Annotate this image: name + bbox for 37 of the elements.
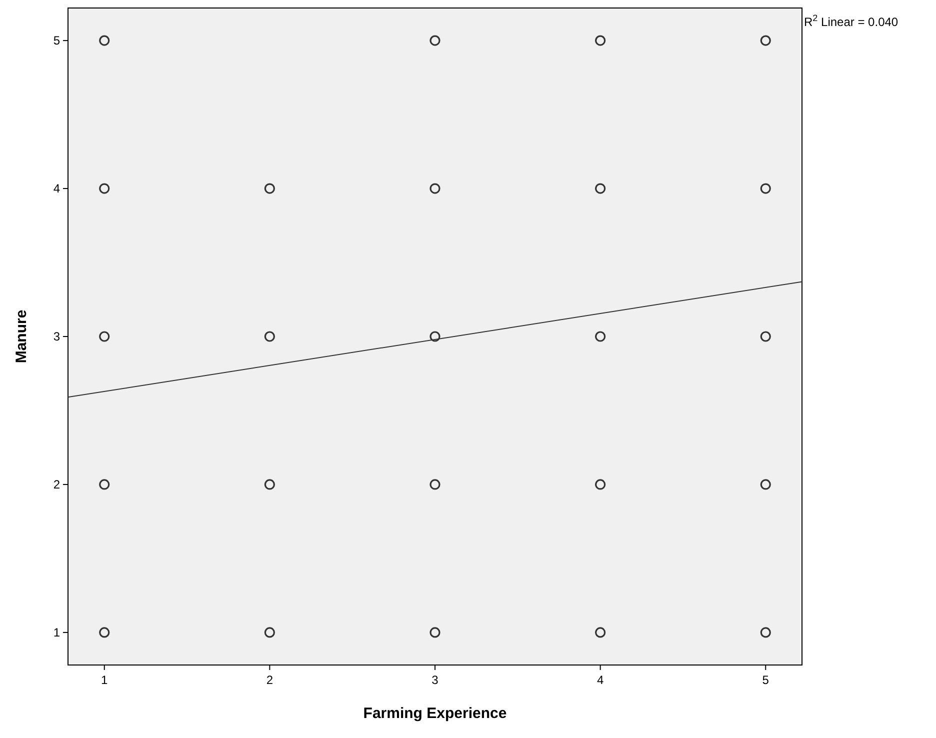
x-tick-label: 3 [432, 673, 439, 687]
y-tick-label: 1 [53, 625, 60, 640]
point [264, 479, 275, 490]
point [760, 627, 771, 638]
point [430, 331, 440, 342]
point [430, 627, 440, 638]
y-tick-label: 3 [53, 330, 60, 344]
x-tick-label: 4 [596, 673, 604, 687]
point [430, 35, 440, 46]
y-axis-title: Manure [13, 310, 30, 364]
y-tick-label: 4 [53, 182, 60, 196]
point [99, 627, 110, 638]
point [430, 479, 440, 490]
point [595, 627, 606, 638]
point [595, 331, 606, 342]
y-tick-label: 2 [53, 477, 60, 492]
point [99, 183, 110, 194]
x-axis-title: Farming Experience [363, 705, 507, 722]
point [99, 35, 110, 46]
point [264, 183, 275, 194]
point [99, 331, 110, 342]
y-tick-label: 5 [53, 34, 60, 48]
point [99, 479, 110, 490]
point [760, 479, 771, 490]
x-tick-label: 2 [266, 673, 274, 687]
x-tick-label: 5 [762, 673, 770, 687]
text: R$^{2}$ Linear = 0.040 [804, 13, 898, 29]
x-tick-label: 1 [101, 673, 108, 687]
point [595, 479, 606, 490]
point [760, 35, 771, 46]
point [595, 35, 606, 46]
point [264, 627, 275, 638]
point [595, 183, 606, 194]
point [264, 331, 275, 342]
point [430, 183, 440, 194]
point [760, 183, 771, 194]
point [760, 331, 771, 342]
